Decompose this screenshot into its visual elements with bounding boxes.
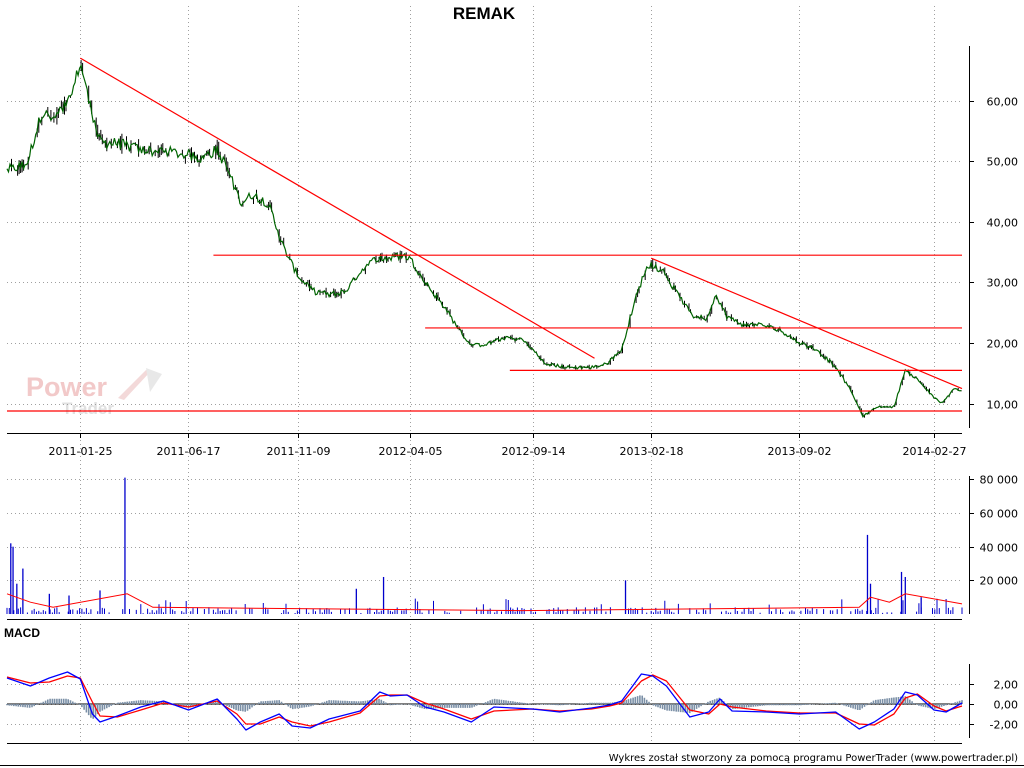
watermark-swoosh-icon — [118, 370, 150, 400]
macd-y-tick-label: 0,00 — [994, 699, 1019, 712]
volume-y-tick-label: 20 000 — [980, 575, 1019, 588]
tick-labels-layer: 2011-01-25 2011-06-17 2011-11-09 2012-04-05… — [49, 96, 1018, 732]
price-line — [6, 63, 962, 418]
macd-signal-line — [6, 674, 963, 727]
x-tick-label: 2012-04-05 — [379, 445, 443, 458]
x-tick-label: 2014-02-27 — [903, 445, 967, 458]
grid-layer — [7, 6, 974, 743]
x-tick-label: 2011-11-09 — [267, 445, 331, 458]
volume-average-line — [6, 593, 963, 612]
macd-line — [6, 671, 963, 731]
price-y-tick-label: 20,00 — [987, 338, 1019, 351]
x-tick-label: 2011-06-17 — [157, 445, 221, 458]
price-y-tick-label: 50,00 — [987, 156, 1019, 169]
price-y-tick-label: 30,00 — [987, 277, 1019, 290]
chart-title: REMAK — [453, 4, 516, 23]
trend-line-0 — [80, 57, 595, 359]
macd-lines-layer — [6, 671, 963, 731]
volume-y-tick-label: 80 000 — [980, 474, 1019, 487]
x-tick-label: 2013-02-18 — [620, 445, 684, 458]
watermark-power: Power — [26, 372, 108, 402]
macd-y-tick-label: 2,00 — [994, 679, 1019, 692]
price-y-tick-label: 60,00 — [987, 96, 1019, 109]
panel-frames — [0, 46, 1024, 766]
trend-lines-layer — [7, 57, 963, 412]
watermark-trader: Trader — [62, 399, 114, 418]
volume-y-tick-label: 40 000 — [980, 542, 1019, 555]
watermark-arrow-icon — [146, 368, 162, 392]
price-y-tick-label: 10,00 — [987, 399, 1019, 412]
footer-credit: Wykres został stworzony za pomocą progra… — [609, 753, 1018, 764]
macd-y-tick-label: -2,00 — [990, 719, 1018, 732]
price-y-tick-label: 40,00 — [987, 217, 1019, 230]
macd-panel-label: MACD — [4, 626, 40, 640]
x-tick-label: 2013-09-02 — [768, 445, 832, 458]
x-tick-label: 2012-09-14 — [502, 445, 566, 458]
trend-line-1 — [650, 257, 963, 390]
volume-layer — [6, 477, 963, 614]
macd-histogram — [6, 695, 963, 719]
x-tick-label: 2011-01-25 — [49, 445, 113, 458]
volume-y-tick-label: 60 000 — [980, 508, 1019, 521]
